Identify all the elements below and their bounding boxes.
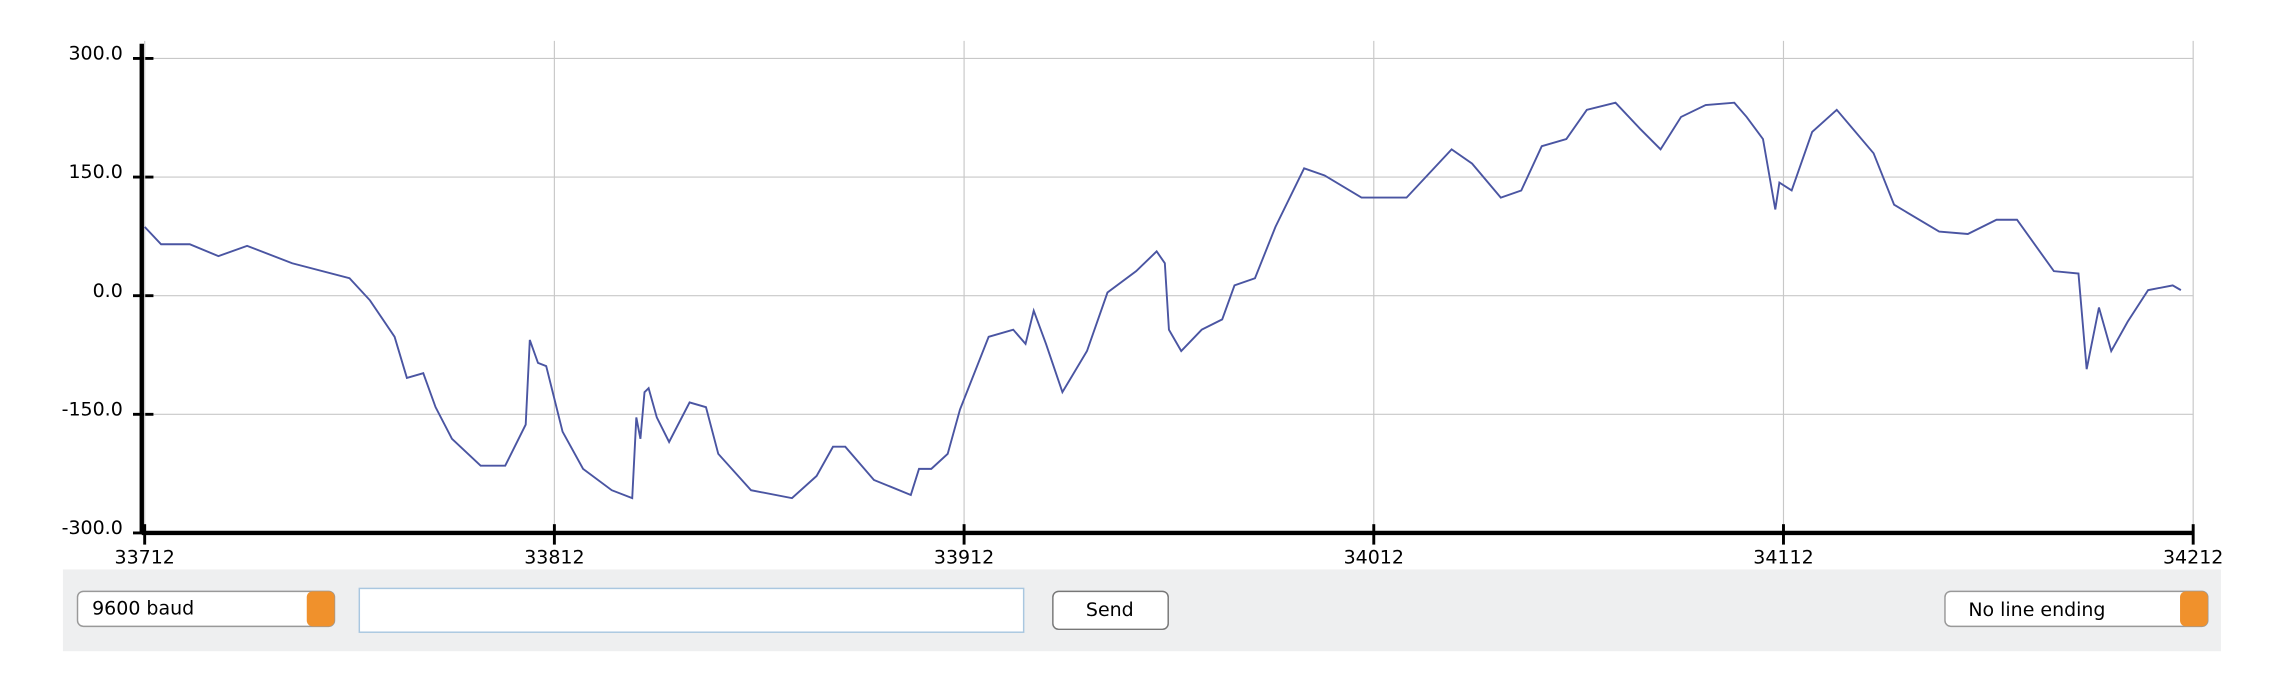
y-tick-label: 150.0 [68, 161, 122, 183]
line-ending-label: No line ending [1968, 599, 2105, 621]
line-ending-arrow[interactable] [2180, 591, 2208, 627]
x-tick-label: 33812 [524, 546, 584, 568]
baud-select-arrow[interactable] [306, 591, 335, 627]
y-tick-label: 300.0 [68, 43, 122, 65]
y-tick-label: 0.0 [93, 280, 123, 302]
x-tick-label: 33912 [934, 546, 994, 568]
message-input[interactable] [358, 587, 1025, 633]
x-tick-label: 34112 [1753, 546, 1813, 568]
send-label: Send [1086, 599, 1134, 621]
y-tick-label: -150.0 [62, 398, 123, 420]
x-tick-label: 33712 [115, 546, 175, 568]
data-line [143, 101, 2182, 500]
baud-label: 9600 baud [92, 597, 194, 619]
x-tick-label: 34012 [1344, 546, 1404, 568]
y-tick-label: -300.0 [62, 517, 123, 539]
x-tick-label: 34212 [2163, 546, 2223, 568]
send-button[interactable] [1052, 590, 1169, 631]
